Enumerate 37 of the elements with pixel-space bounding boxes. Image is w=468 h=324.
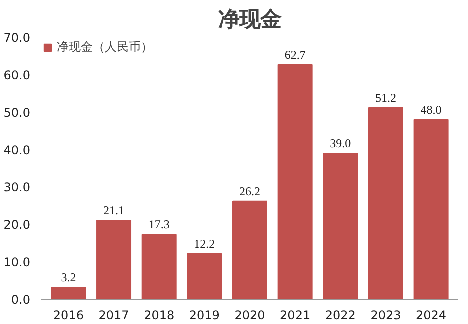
y-tick-label: 60.0 <box>4 68 30 82</box>
data-label: 21.1 <box>104 204 125 218</box>
data-label: 17.3 <box>148 218 170 232</box>
bar <box>187 253 222 300</box>
y-tick-label: 10.0 <box>4 256 30 270</box>
bar <box>323 153 358 300</box>
x-tick-label: 2019 <box>189 308 220 322</box>
x-tick-label: 2022 <box>325 308 356 322</box>
x-tick-label: 2024 <box>416 308 447 322</box>
y-tick-label: 70.0 <box>4 31 30 45</box>
data-label: 3.2 <box>61 270 76 285</box>
legend-label: 净现金（人民币） <box>57 39 153 56</box>
y-tick-label: 50.0 <box>4 106 30 120</box>
bar <box>142 234 177 300</box>
bar <box>51 287 86 300</box>
bar <box>414 119 449 300</box>
bar <box>368 107 404 300</box>
x-tick-label: 2021 <box>280 308 311 322</box>
y-tick-label: 20.0 <box>4 218 30 232</box>
data-label: 26.2 <box>240 184 260 198</box>
data-label: 51.2 <box>375 90 396 105</box>
bar <box>232 200 268 300</box>
data-label: 62.7 <box>284 48 306 62</box>
bar <box>96 220 132 300</box>
x-tick-label: 2017 <box>98 308 130 322</box>
y-tick-label: 40.0 <box>4 143 30 158</box>
y-tick-label: 30.0 <box>4 180 30 195</box>
y-tick-label: 0.0 <box>11 293 31 307</box>
x-tick-label: 2018 <box>144 308 175 322</box>
bar <box>278 64 313 300</box>
x-tick-label: 2016 <box>53 308 84 322</box>
data-label: 48.0 <box>420 102 442 117</box>
x-tick-label: 2020 <box>234 308 266 322</box>
x-tick-label: 2023 <box>370 308 402 322</box>
chart-title: 净现金 <box>218 8 282 32</box>
data-label: 12.2 <box>194 236 216 251</box>
data-label: 39.0 <box>330 136 352 151</box>
